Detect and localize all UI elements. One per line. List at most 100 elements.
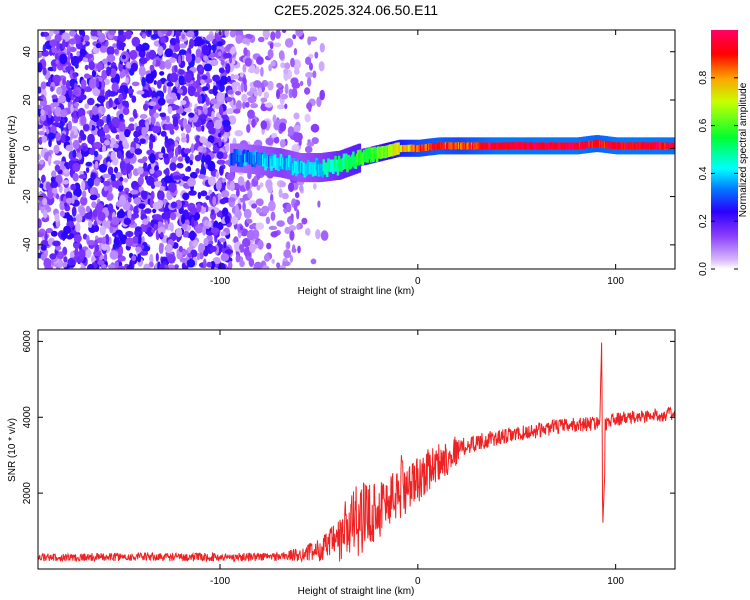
noise-blob (244, 101, 250, 108)
noise-blob (80, 133, 87, 141)
noise-blob (38, 130, 46, 136)
noise-blob (68, 38, 77, 45)
spectrogram-ylabel: Frequency (Hz) (7, 116, 18, 185)
noise-blob (55, 132, 61, 142)
noise-blob (123, 86, 129, 94)
colorbar-axes: 0.0 0.2 0.4 0.6 0.8 (698, 70, 738, 276)
noise-blob (263, 91, 270, 99)
noise-blob (260, 97, 268, 103)
noise-blob (175, 80, 179, 88)
noise-blob (137, 253, 142, 263)
noise-blob (169, 162, 177, 172)
noise-blob (319, 89, 326, 101)
noise-blob (219, 198, 227, 205)
noise-blob (56, 193, 60, 200)
noise-blob (38, 153, 41, 161)
noise-blob (196, 252, 201, 261)
noise-blob (310, 258, 317, 265)
noise-blob (170, 201, 178, 209)
noise-blob (267, 80, 274, 91)
noise-blob (257, 87, 263, 97)
noise-blob (139, 114, 148, 119)
noise-blob (195, 48, 202, 58)
noise-blob (207, 176, 216, 187)
noise-blob (104, 139, 110, 146)
noise-blob (216, 159, 226, 165)
noise-blob (163, 84, 167, 94)
noise-blob (67, 120, 73, 131)
noise-blob (133, 197, 141, 205)
noise-blob (117, 255, 126, 262)
noise-blob (71, 206, 77, 217)
noise-blob (150, 190, 155, 200)
noise-blob (149, 168, 155, 175)
noise-blob (284, 83, 289, 95)
noise-blob (198, 252, 204, 260)
noise-blob (196, 72, 201, 84)
noise-blob (114, 48, 119, 55)
noise-blob (265, 137, 274, 146)
noise-blob (257, 239, 264, 250)
noise-blob (85, 166, 90, 173)
noise-blob (118, 113, 124, 120)
noise-blob (240, 72, 244, 78)
noise-blob (122, 107, 130, 115)
noise-blob (311, 137, 319, 145)
y-tick-label: -20 (22, 189, 33, 204)
noise-blob (304, 145, 313, 154)
noise-blob (234, 130, 243, 137)
noise-blob (299, 184, 304, 192)
noise-blob (101, 264, 107, 269)
noise-blob (255, 262, 264, 269)
noise-blob (200, 79, 206, 85)
noise-blob (159, 71, 165, 76)
noise-blob (246, 218, 253, 224)
noise-blob (237, 176, 245, 186)
noise-blob (249, 243, 256, 254)
noise-blob (49, 253, 57, 260)
noise-blob (106, 193, 114, 201)
noise-blob (135, 246, 142, 253)
noise-blob (166, 81, 174, 87)
noise-blob (201, 157, 205, 164)
noise-blob (169, 150, 174, 158)
noise-blob (156, 79, 162, 89)
spectrogram-frame (37, 29, 676, 270)
noise-blob (52, 65, 57, 72)
snr-axes: -100 0 100 2000 4000 6000 (22, 330, 675, 587)
noise-blob (87, 97, 95, 106)
noise-blob (309, 62, 313, 71)
noise-blob (290, 213, 294, 221)
noise-blob (198, 174, 206, 179)
noise-blob (122, 142, 130, 149)
noise-blob (125, 77, 129, 84)
noise-blob (262, 30, 270, 39)
noise-blob (53, 30, 60, 35)
noise-blob (60, 30, 65, 34)
noise-blob (38, 136, 43, 145)
noise-blob (187, 253, 192, 258)
colorbar-tick-label: 0.8 (698, 70, 709, 84)
noise-blob (50, 180, 59, 189)
noise-blob (164, 135, 169, 143)
noise-blob (185, 133, 190, 144)
noise-blob (304, 113, 311, 123)
noise-blob (270, 60, 276, 67)
noise-blob (72, 217, 76, 222)
noise-blob (253, 80, 262, 88)
noise-blob (259, 182, 264, 188)
noise-blob (194, 224, 203, 234)
noise-blob (124, 187, 130, 193)
noise-blob (153, 80, 157, 85)
noise-blob (65, 144, 74, 152)
noise-blob (233, 74, 240, 80)
noise-blob (49, 30, 54, 37)
noise-blob (134, 226, 142, 232)
noise-blob (293, 202, 298, 212)
noise-blob (241, 38, 251, 45)
noise-blob (72, 72, 77, 79)
noise-blob (189, 159, 193, 166)
noise-blob (200, 190, 208, 197)
noise-blob (219, 165, 224, 176)
noise-blob (199, 136, 207, 144)
